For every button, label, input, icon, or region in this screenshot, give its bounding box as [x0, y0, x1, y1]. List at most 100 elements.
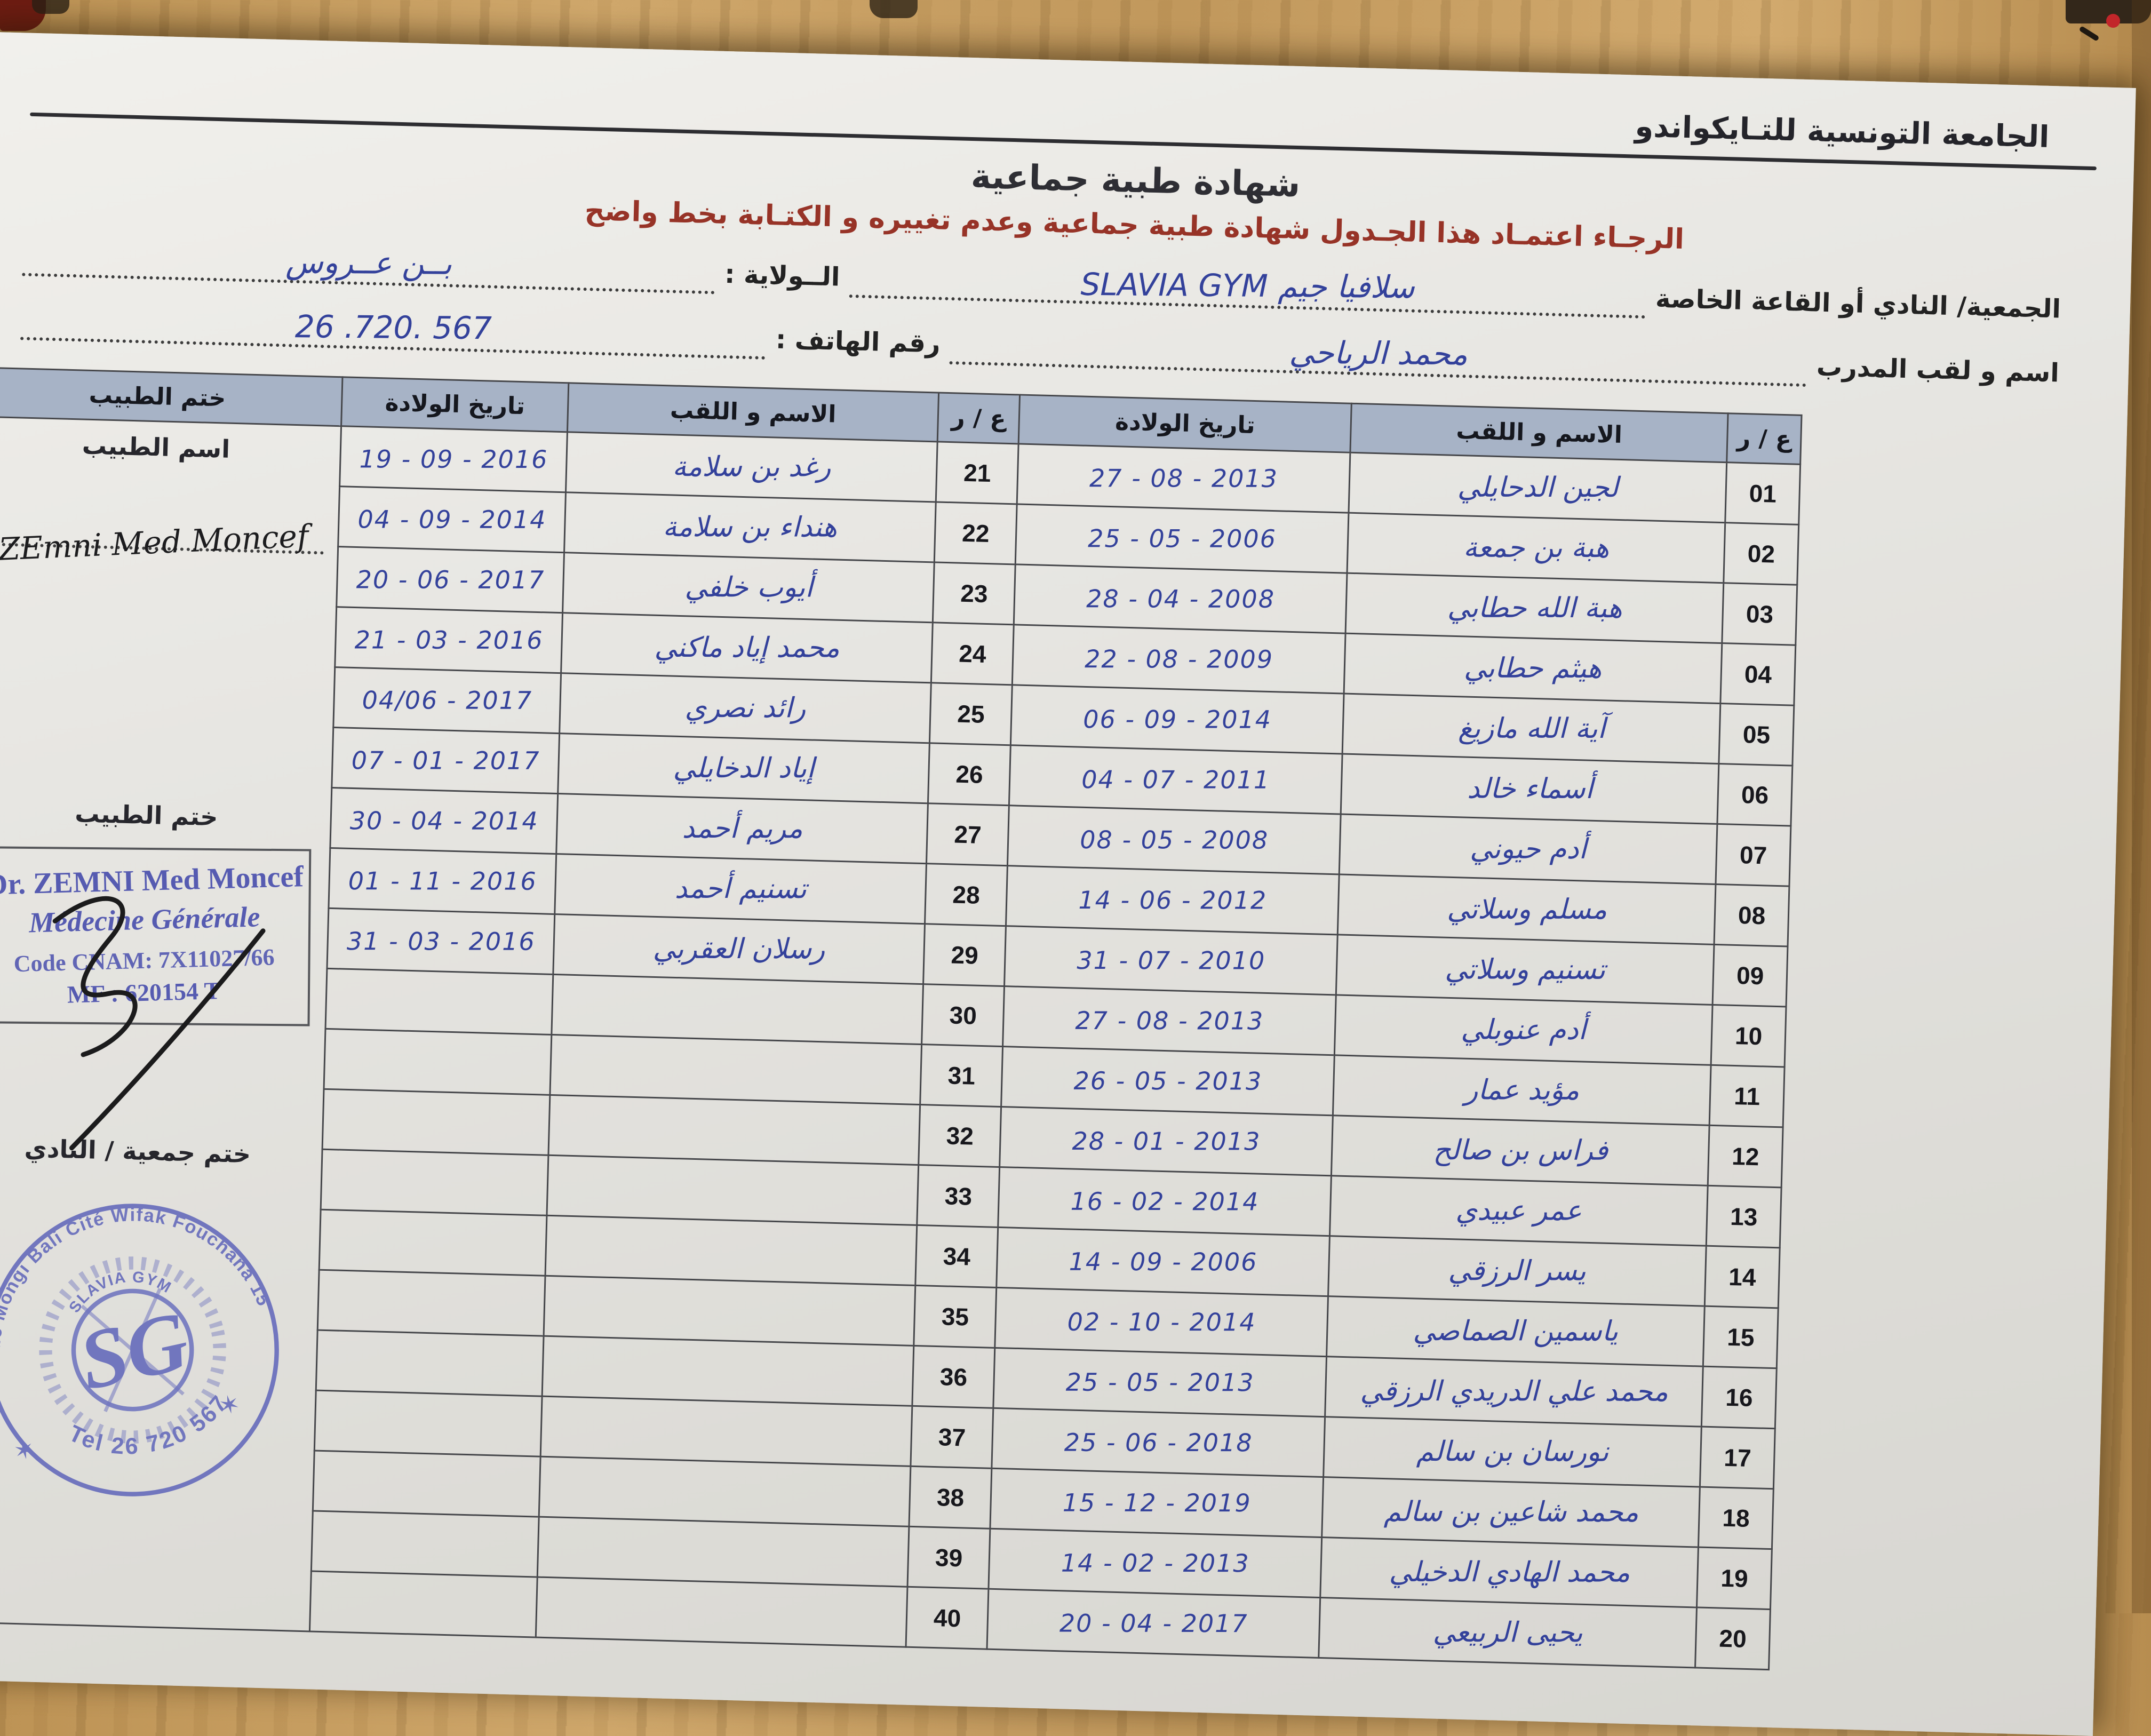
row-number: 39 — [907, 1526, 991, 1589]
athlete-name-cell: تسنيم وسلاتي — [1336, 934, 1715, 1005]
birthdate-cell: 2013 - 01 - 28 — [999, 1106, 1333, 1176]
birthdate-cell: 2016 - 03 - 31 — [327, 908, 555, 975]
photo-edge-mark — [870, 0, 918, 18]
birthdate-cell — [316, 1330, 544, 1397]
birthdate-cell: 2006 - 05 - 25 — [1015, 504, 1349, 574]
birthdate-cell — [319, 1209, 547, 1276]
athlete-name-cell: هبة بن جمعة — [1347, 513, 1725, 583]
birthdate-cell: 2014 - 10 - 02 — [994, 1287, 1328, 1357]
row-number: 35 — [914, 1285, 997, 1348]
birthdate-cell: 2016 - 03 - 21 — [334, 607, 563, 673]
birthdate-cell: 2010 - 07 - 31 — [1004, 926, 1338, 995]
birthdate-cell: 2014 - 02 - 16 — [998, 1167, 1332, 1236]
doctor-stamp-label: ختم الطبيب — [74, 799, 219, 832]
birthdate-cell — [313, 1451, 541, 1517]
photo-corner-mark — [2078, 26, 2100, 42]
row-number: 29 — [923, 923, 1006, 986]
birthdate-cell: 2013 - 08 - 27 — [1017, 443, 1351, 513]
athlete-name-cell: مؤيد عمار — [1333, 1055, 1711, 1126]
row-number: 14 — [1704, 1246, 1780, 1308]
birthdate-cell: 2006 - 09 - 14 — [996, 1227, 1330, 1296]
birthdate-cell — [317, 1270, 546, 1336]
row-number: 21 — [936, 441, 1019, 504]
club-stamp-seal: 15 Rue Mongi Bali Cité Wifak Fouchana Te… — [0, 1176, 279, 1496]
birthdate-cell: 2011 - 07 - 04 — [1009, 745, 1343, 814]
row-number: 25 — [929, 682, 1013, 745]
coach-label: اسم و لقب المدرب — [1816, 352, 2060, 388]
row-number: 17 — [1700, 1427, 1775, 1489]
athlete-name-cell: نورسان بن سالم — [1323, 1416, 1702, 1487]
doctor-name-signature-line: ZEmni Med Moncef — [0, 462, 326, 568]
row-number: 23 — [933, 562, 1016, 625]
athlete-name-cell — [545, 1215, 917, 1286]
birthdate-cell: 2013 - 05 - 26 — [1001, 1046, 1335, 1116]
star-icon: ✶ — [11, 1434, 37, 1467]
row-number: 13 — [1706, 1185, 1782, 1248]
birthdate-cell: 2019 - 12 - 15 — [990, 1468, 1324, 1538]
roster-table: ع / ر الاسم و اللقب تاريخ الولادة ع / ر … — [0, 367, 1803, 1670]
athlete-name-cell: ياسمين الصماصي — [1326, 1296, 1705, 1367]
col-header-name: الاسم و اللقب — [567, 383, 939, 442]
athlete-name-cell: رغد بن سلامة — [565, 432, 938, 502]
birthdate-cell: 2016 - 09 - 19 — [339, 426, 568, 492]
athlete-name-cell — [547, 1155, 919, 1225]
athlete-name-cell: هبة الله حطابي — [1345, 573, 1724, 643]
athlete-name-cell: محمد إياد ماكني — [561, 612, 933, 683]
phone-label: رقم الهاتف : — [775, 324, 941, 359]
athlete-name-cell: آية الله مازيغ — [1342, 694, 1721, 764]
birthdate-cell: 2017 - 04/06 — [333, 667, 561, 734]
birthdate-cell: 2008 - 04 - 28 — [1014, 564, 1348, 634]
athlete-name-cell: هنداء بن سلامة — [564, 492, 936, 562]
row-number: 16 — [1701, 1366, 1777, 1429]
row-number: 05 — [1719, 703, 1794, 766]
athlete-name-cell: محمد علي الدريدي الرزقي — [1325, 1356, 1703, 1427]
athlete-name-cell: أسماء خالد — [1341, 754, 1719, 824]
doctor-stamp-specialty: Médecine Générale — [28, 901, 261, 939]
row-number: 06 — [1717, 763, 1793, 826]
row-number: 36 — [912, 1345, 995, 1408]
row-number: 22 — [934, 501, 1017, 564]
club-stamp-label: ختم جمعية / النادي — [24, 1134, 251, 1169]
row-number: 18 — [1698, 1487, 1774, 1549]
doctor-name-label: اسم الطبيب — [82, 431, 230, 464]
birthdate-cell: 2018 - 06 - 25 — [992, 1408, 1325, 1477]
athlete-name-cell — [544, 1276, 915, 1346]
coach-field: محمد الرياحي — [949, 324, 1808, 387]
athlete-name-cell: محمد الهادي الدخيلي — [1320, 1537, 1699, 1607]
phone-field: 26 .720. 567 — [20, 299, 767, 360]
wilaya-handwritten-value: بــن عــروس — [285, 244, 452, 282]
athlete-name-cell: عمر عبيدي — [1329, 1175, 1708, 1246]
athlete-name-cell — [537, 1517, 910, 1587]
athlete-name-cell: لجين الدحايلي — [1349, 452, 1727, 523]
birthdate-cell — [311, 1511, 539, 1578]
col-header-dob: تاريخ الولادة — [341, 377, 569, 432]
birthdate-cell: 2017 - 04 - 20 — [987, 1589, 1320, 1658]
doctor-stamp-name: Dr. ZEMNI Med Moncef — [0, 860, 304, 902]
birthdate-cell: 2014 - 04 - 30 — [330, 787, 558, 854]
athlete-name-cell: محمد شاعين بن سالم — [1321, 1477, 1700, 1548]
table-row: 01 لجين الدحايلي 2013 - 08 - 27 21 رغد بن سل… — [0, 416, 1801, 1631]
row-number: 28 — [925, 863, 1008, 926]
birthdate-cell: 2017 - 01 - 07 — [332, 727, 560, 794]
col-header-dob: تاريخ الولادة — [1018, 394, 1352, 453]
club-stamp-monogram: SG — [71, 1294, 196, 1408]
athlete-name-cell — [550, 1034, 922, 1105]
row-number: 34 — [915, 1225, 998, 1288]
phone-handwritten-value: 26 .720. 567 — [294, 308, 492, 347]
row-number: 04 — [1720, 643, 1796, 706]
athlete-name-cell: رائد نصري — [559, 673, 931, 743]
row-number: 37 — [911, 1406, 993, 1469]
athlete-name-cell — [548, 1095, 920, 1165]
birthdate-cell — [314, 1390, 543, 1457]
row-number: 01 — [1725, 462, 1801, 525]
birthdate-cell: 2012 - 06 - 14 — [1006, 865, 1340, 935]
photo-corner-mark — [32, 0, 69, 14]
row-number: 24 — [931, 622, 1014, 685]
athlete-name-cell: رسلان العقربي — [553, 914, 925, 984]
athlete-name-cell: مريم أحمد — [556, 793, 928, 864]
birthdate-cell — [325, 968, 553, 1035]
row-number: 07 — [1716, 824, 1791, 887]
row-number: 19 — [1696, 1547, 1772, 1610]
row-number: 11 — [1709, 1065, 1785, 1127]
row-number: 33 — [917, 1165, 1000, 1228]
